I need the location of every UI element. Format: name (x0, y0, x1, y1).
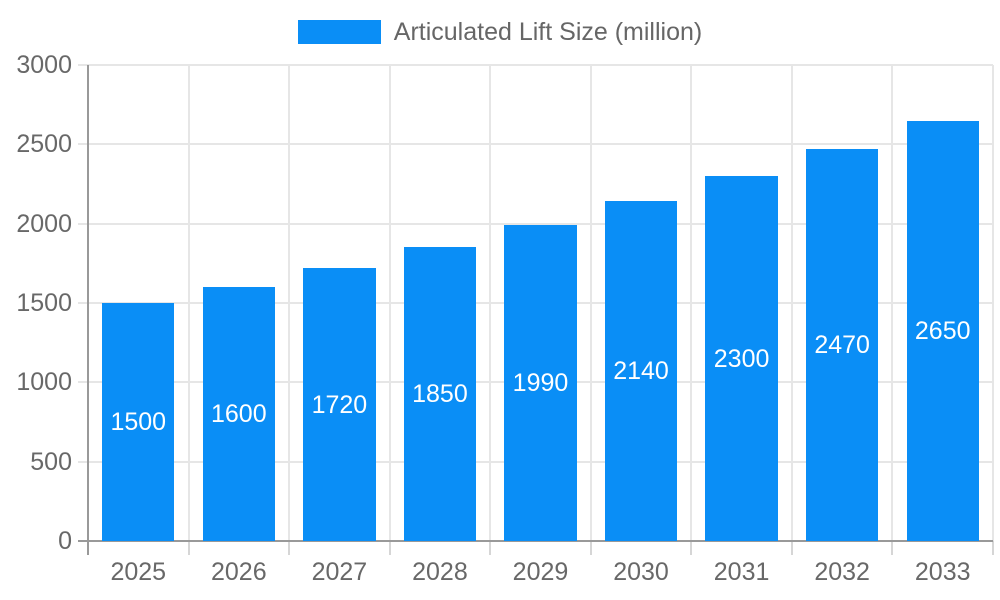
bar-value-label: 2470 (814, 331, 870, 360)
x-tick-mark (589, 541, 592, 555)
x-tick-label: 2027 (311, 558, 368, 586)
y-tick-label: 1500 (16, 289, 72, 317)
y-axis-line (87, 65, 89, 555)
bar-value-label: 1720 (311, 390, 368, 419)
x-gridline (589, 65, 592, 541)
x-tick-label: 2025 (110, 558, 167, 586)
bar-value-label: 1990 (512, 369, 569, 398)
bar[interactable] (805, 149, 879, 541)
x-tick-label: 2031 (713, 558, 770, 586)
x-tick-mark (489, 541, 492, 555)
x-gridline (288, 65, 291, 541)
bar[interactable] (303, 268, 376, 541)
x-tick-label: 2033 (914, 558, 971, 586)
bar[interactable] (705, 176, 778, 541)
x-tick-mark (790, 541, 793, 555)
y-tick-label: 0 (58, 527, 72, 555)
x-tick-mark (187, 541, 190, 555)
x-gridline (891, 65, 894, 541)
bar[interactable] (604, 201, 678, 541)
x-gridline (690, 65, 693, 541)
y-tick-label: 500 (30, 447, 72, 476)
bar-value-label: 1850 (412, 380, 468, 409)
x-tick-label: 2026 (211, 558, 267, 586)
x-axis-line (78, 540, 993, 542)
x-gridline (489, 65, 492, 541)
legend-label: Articulated Lift Size (million) (393, 18, 703, 46)
x-gridline (790, 65, 793, 541)
bar-value-label: 1500 (110, 408, 167, 436)
x-tick-mark (288, 541, 291, 555)
x-tick-mark (388, 541, 391, 555)
y-tick-label: 2500 (16, 130, 72, 159)
y-gridline (78, 64, 993, 66)
bar[interactable] (504, 225, 577, 541)
y-tick-label: 2000 (16, 209, 72, 238)
y-tick-label: 3000 (16, 51, 72, 79)
bar[interactable] (906, 120, 979, 541)
y-gridline (78, 143, 993, 146)
x-tick-label: 2028 (412, 558, 468, 586)
x-gridline (388, 65, 391, 541)
x-gridline (187, 65, 190, 541)
y-tick-label: 1000 (16, 368, 72, 397)
bar-value-label: 2300 (713, 344, 770, 373)
x-tick-mark (690, 541, 693, 555)
bar-value-label: 2650 (914, 316, 971, 345)
legend-swatch-icon (297, 20, 381, 44)
x-tick-label: 2029 (512, 558, 569, 586)
bar-value-label: 2140 (613, 357, 669, 386)
bar-value-label: 1600 (211, 400, 267, 429)
x-gridline (992, 65, 994, 541)
x-tick-label: 2030 (613, 558, 669, 586)
bar[interactable] (102, 303, 175, 541)
y-gridline (78, 222, 993, 225)
bar[interactable] (202, 287, 276, 541)
legend[interactable]: Articulated Lift Size (million) (0, 18, 1000, 46)
x-tick-mark (992, 541, 994, 555)
x-tick-mark (891, 541, 894, 555)
bar[interactable] (403, 247, 477, 541)
x-tick-label: 2032 (814, 558, 870, 586)
